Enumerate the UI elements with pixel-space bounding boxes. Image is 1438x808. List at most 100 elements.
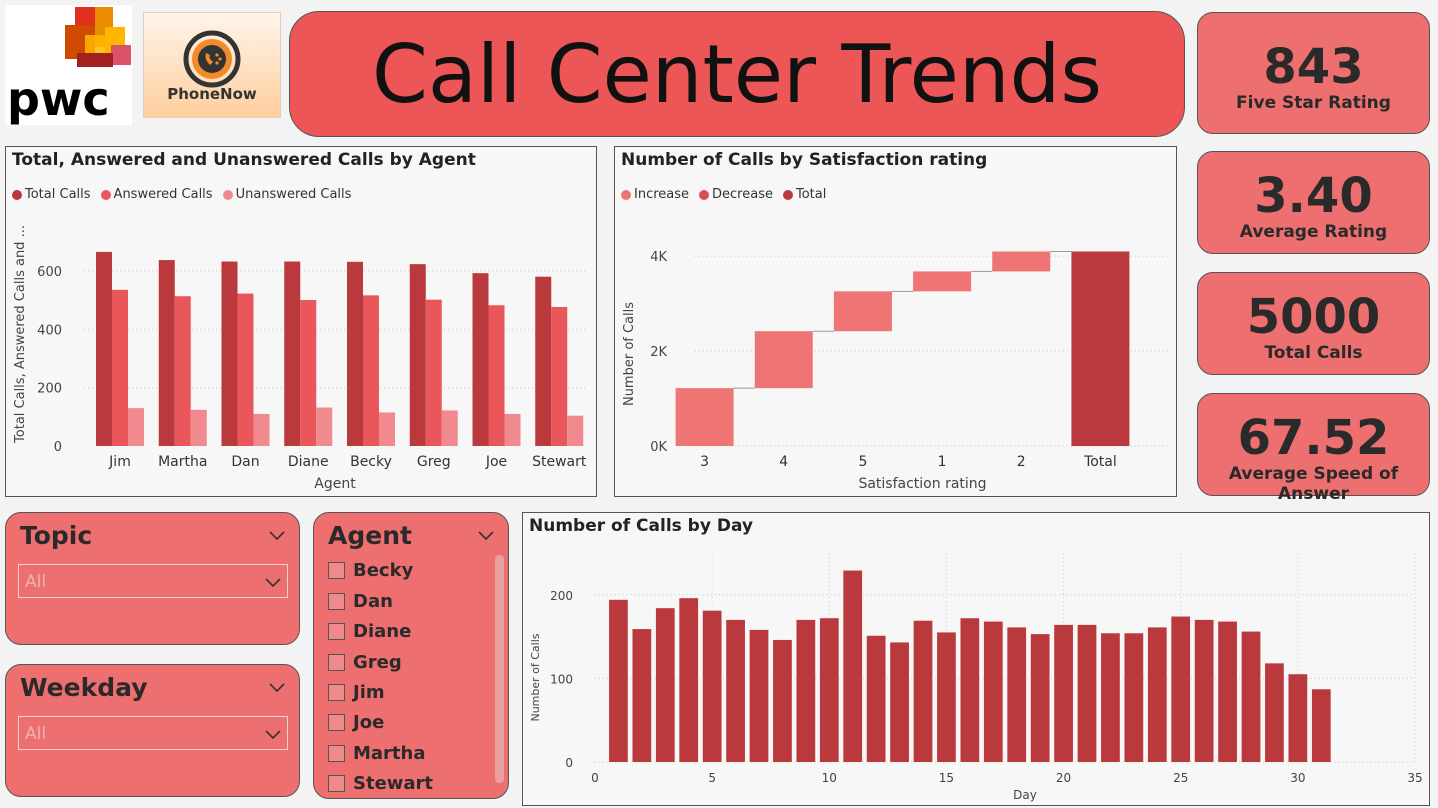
legend-item[interactable]: Total <box>782 187 827 202</box>
chevron-down-icon[interactable] <box>478 527 494 543</box>
checkbox[interactable] <box>328 775 345 792</box>
calls-by-day-chart[interactable]: Number of Calls by Day 0 100 200 0 5 10 15 20 25… <box>522 512 1430 806</box>
bar <box>284 261 301 446</box>
legend-item[interactable]: Unanswered Calls <box>222 187 351 202</box>
legend-label: Total Calls <box>25 187 91 202</box>
legend-item[interactable]: Increase <box>621 187 689 202</box>
bar <box>441 410 458 446</box>
x-tick-label: 5 <box>708 771 716 785</box>
dashboard-title-banner: Call Center Trends <box>289 11 1185 137</box>
kpi-value: 67.52 <box>1237 410 1390 466</box>
y-tick-label: 200 <box>37 382 62 397</box>
bar <box>749 629 769 762</box>
bar <box>937 632 956 762</box>
legend-dot <box>222 189 233 200</box>
x-tick-label: 35 <box>1407 771 1422 785</box>
agent-option-stewart[interactable]: Stewart <box>328 773 433 794</box>
checkbox[interactable] <box>328 714 345 731</box>
chevron-down-icon[interactable] <box>269 527 285 543</box>
agent-option-dan[interactable]: Dan <box>328 591 393 612</box>
agent-option-label: Becky <box>353 560 414 581</box>
x-tick-label: 1 <box>938 454 947 470</box>
bar <box>632 629 652 762</box>
weekday-slicer[interactable]: Weekday All <box>5 664 300 797</box>
x-tick-label: 30 <box>1290 771 1305 785</box>
legend-item[interactable]: Answered Calls <box>100 187 213 202</box>
agent-option-jim[interactable]: Jim <box>328 682 385 703</box>
checkbox[interactable] <box>328 593 345 610</box>
bar <box>567 415 584 446</box>
checkbox[interactable] <box>328 562 345 579</box>
dropdown-value: All <box>25 572 47 592</box>
weekday-dropdown[interactable]: All <box>18 716 288 750</box>
y-tick-label: 0K <box>650 440 667 455</box>
chart-title: Total, Answered and Unanswered Calls by … <box>12 150 476 170</box>
x-tick-label: 15 <box>939 771 954 785</box>
bar <box>1171 616 1191 762</box>
waterfall-bar <box>675 388 734 446</box>
checkbox[interactable] <box>328 654 345 671</box>
agent-option-label: Diane <box>353 621 412 642</box>
bar <box>1007 627 1027 762</box>
chart-legend: Total Calls Answered Calls Unanswered Ca… <box>12 187 351 202</box>
checkbox[interactable] <box>328 745 345 762</box>
agent-option-label: Stewart <box>353 773 434 794</box>
bar <box>316 407 333 446</box>
legend-dot <box>621 189 631 200</box>
agent-slicer[interactable]: Agent Becky Dan Diane Greg Jim Joe Marth… <box>313 512 509 799</box>
agent-option-joe[interactable]: Joe <box>328 712 384 733</box>
kpi-total-calls: 5000 Total Calls <box>1197 272 1430 375</box>
agent-bar-svg: 0 200 400 600 Jim Martha Dan Diane Becky Greg Joe S… <box>13 225 587 492</box>
bar <box>1030 634 1050 762</box>
bar <box>796 619 816 762</box>
pwc-logo-text: pwc <box>7 72 110 125</box>
bar <box>237 293 254 446</box>
chart-title: Number of Calls by Day <box>529 516 753 536</box>
topic-slicer[interactable]: Topic All <box>5 512 300 645</box>
waterfall-bar <box>992 251 1051 272</box>
pwc-logo: pwc <box>5 5 132 126</box>
legend-dot <box>100 189 111 200</box>
bar <box>1265 663 1284 762</box>
x-tick-label: Total <box>1083 454 1117 470</box>
chevron-down-icon[interactable] <box>265 726 281 742</box>
y-tick-label: 4K <box>650 250 667 265</box>
x-tick-label: Diane <box>288 454 329 470</box>
y-tick-label: 400 <box>37 323 62 338</box>
kpi-label: Five Star Rating <box>1236 93 1391 113</box>
x-tick-label: Jim <box>108 454 131 470</box>
legend-label: Answered Calls <box>113 187 213 202</box>
legend-item[interactable]: Total Calls <box>12 187 91 202</box>
bar <box>190 409 207 446</box>
bar <box>843 570 863 762</box>
x-tick-label: Joe <box>485 454 507 470</box>
legend-item[interactable]: Decrease <box>699 187 773 202</box>
phonenow-logo: PhoneNow <box>143 12 281 118</box>
x-tick-label: Becky <box>350 454 392 470</box>
agent-slicer-scrollbar[interactable] <box>495 555 504 783</box>
y-axis-label: Number of Calls <box>529 633 542 721</box>
chevron-down-icon[interactable] <box>265 574 281 590</box>
bar <box>535 276 552 446</box>
chart-title: Number of Calls by Satisfaction rating <box>621 150 988 170</box>
satisfaction-waterfall-chart[interactable]: Number of Calls by Satisfaction rating I… <box>614 146 1177 497</box>
topic-dropdown[interactable]: All <box>18 564 288 598</box>
legend-dot <box>12 189 22 200</box>
chevron-down-icon[interactable] <box>269 679 285 695</box>
waterfall-bar <box>833 291 892 332</box>
bar <box>488 305 505 446</box>
checkbox[interactable] <box>328 623 345 640</box>
bar <box>1194 619 1214 762</box>
agent-option-greg[interactable]: Greg <box>328 652 402 673</box>
legend-label: Total <box>795 187 827 202</box>
agent-option-martha[interactable]: Martha <box>328 743 426 764</box>
checkbox[interactable] <box>328 684 345 701</box>
bar <box>409 264 426 446</box>
x-axis-label: Day <box>1013 788 1037 802</box>
kpi-average-rating: 3.40 Average Rating <box>1197 151 1430 254</box>
calls-by-agent-chart[interactable]: Total, Answered and Unanswered Calls by … <box>5 146 597 497</box>
slicer-title: Topic <box>20 521 93 550</box>
bar <box>819 618 839 762</box>
agent-option-becky[interactable]: Becky <box>328 560 413 581</box>
agent-option-diane[interactable]: Diane <box>328 621 411 642</box>
